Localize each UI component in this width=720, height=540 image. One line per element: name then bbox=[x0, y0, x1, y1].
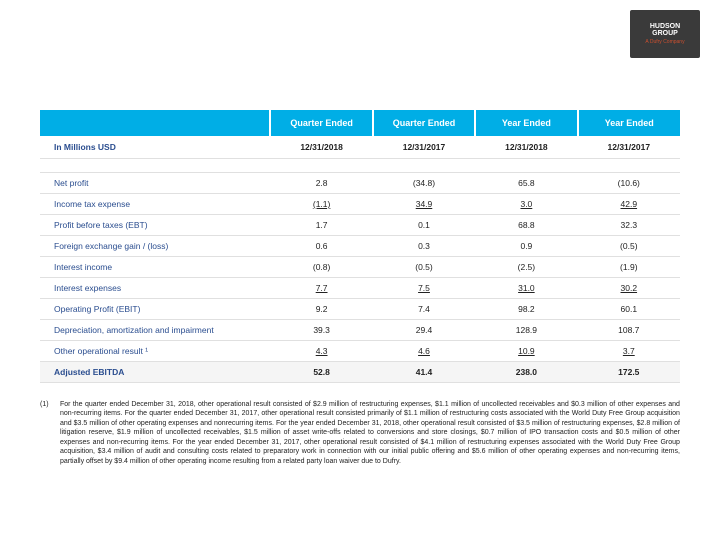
row-label: Interest expenses bbox=[40, 278, 270, 299]
subheader-3: 12/31/2018 bbox=[475, 136, 577, 159]
col-header-1: Quarter Ended bbox=[270, 110, 372, 136]
table-container: Quarter Ended Quarter Ended Year Ended Y… bbox=[40, 110, 680, 383]
row-value: (10.6) bbox=[578, 173, 680, 194]
row-value: 98.2 bbox=[475, 299, 577, 320]
table-row: Net profit2.8(34.8)65.8(10.6) bbox=[40, 173, 680, 194]
row-value: 3.7 bbox=[578, 341, 680, 362]
row-value: 52.8 bbox=[270, 362, 372, 383]
row-value: 0.3 bbox=[373, 236, 475, 257]
blank-row bbox=[40, 159, 680, 173]
row-value: 30.2 bbox=[578, 278, 680, 299]
row-label: Profit before taxes (EBT) bbox=[40, 215, 270, 236]
subheader-4: 12/31/2017 bbox=[578, 136, 680, 159]
row-value: 3.0 bbox=[475, 194, 577, 215]
row-value: 9.2 bbox=[270, 299, 372, 320]
row-value: 108.7 bbox=[578, 320, 680, 341]
row-value: 172.5 bbox=[578, 362, 680, 383]
row-value: (2.5) bbox=[475, 257, 577, 278]
subheader-1: 12/31/2018 bbox=[270, 136, 372, 159]
row-value: (1.9) bbox=[578, 257, 680, 278]
logo-line1: HUDSON bbox=[650, 23, 680, 30]
col-header-4: Year Ended bbox=[578, 110, 680, 136]
row-label: Interest income bbox=[40, 257, 270, 278]
table-row: Profit before taxes (EBT)1.70.168.832.3 bbox=[40, 215, 680, 236]
row-value: 34.9 bbox=[373, 194, 475, 215]
row-value: (1.1) bbox=[270, 194, 372, 215]
row-value: 7.5 bbox=[373, 278, 475, 299]
row-label: Operating Profit (EBIT) bbox=[40, 299, 270, 320]
footnote: (1) For the quarter ended December 31, 2… bbox=[40, 400, 680, 466]
row-value: 68.8 bbox=[475, 215, 577, 236]
row-value: 2.8 bbox=[270, 173, 372, 194]
table-body: In Millions USD 12/31/2018 12/31/2017 12… bbox=[40, 136, 680, 383]
row-value: 7.4 bbox=[373, 299, 475, 320]
row-value: (0.5) bbox=[578, 236, 680, 257]
subheader-0: In Millions USD bbox=[40, 136, 270, 159]
row-value: 39.3 bbox=[270, 320, 372, 341]
row-value: 60.1 bbox=[578, 299, 680, 320]
row-value: (34.8) bbox=[373, 173, 475, 194]
row-value: (0.5) bbox=[373, 257, 475, 278]
financial-table: Quarter Ended Quarter Ended Year Ended Y… bbox=[40, 110, 680, 383]
subheader-row: In Millions USD 12/31/2018 12/31/2017 12… bbox=[40, 136, 680, 159]
col-header-2: Quarter Ended bbox=[373, 110, 475, 136]
row-value: 32.3 bbox=[578, 215, 680, 236]
row-value: 65.8 bbox=[475, 173, 577, 194]
table-row: Interest income(0.8)(0.5)(2.5)(1.9) bbox=[40, 257, 680, 278]
row-value: 42.9 bbox=[578, 194, 680, 215]
row-label: Depreciation, amortization and impairmen… bbox=[40, 320, 270, 341]
footnote-num: (1) bbox=[40, 400, 58, 409]
row-value: 1.7 bbox=[270, 215, 372, 236]
row-value: 128.9 bbox=[475, 320, 577, 341]
row-value: 0.1 bbox=[373, 215, 475, 236]
row-value: 10.9 bbox=[475, 341, 577, 362]
row-value: 4.3 bbox=[270, 341, 372, 362]
row-value: 0.9 bbox=[475, 236, 577, 257]
table-row: Other operational result ¹4.34.610.93.7 bbox=[40, 341, 680, 362]
subheader-2: 12/31/2017 bbox=[373, 136, 475, 159]
row-label: Net profit bbox=[40, 173, 270, 194]
logo-subline: A Dufry Company bbox=[645, 40, 684, 46]
logo-text: HUDSON GROUP A Dufry Company bbox=[645, 23, 684, 46]
table-row: Operating Profit (EBIT)9.27.498.260.1 bbox=[40, 299, 680, 320]
row-value: 4.6 bbox=[373, 341, 475, 362]
table-row: Interest expenses7.77.531.030.2 bbox=[40, 278, 680, 299]
table-row: Income tax expense(1.1)34.93.042.9 bbox=[40, 194, 680, 215]
row-value: (0.8) bbox=[270, 257, 372, 278]
row-value: 0.6 bbox=[270, 236, 372, 257]
col-header-0 bbox=[40, 110, 270, 136]
row-value: 7.7 bbox=[270, 278, 372, 299]
row-value: 41.4 bbox=[373, 362, 475, 383]
logo-badge: HUDSON GROUP A Dufry Company bbox=[630, 10, 700, 58]
footnote-text: For the quarter ended December 31, 2018,… bbox=[60, 400, 680, 466]
header-row: Quarter Ended Quarter Ended Year Ended Y… bbox=[40, 110, 680, 136]
table-row: Adjusted EBITDA52.841.4238.0172.5 bbox=[40, 362, 680, 383]
row-label: Adjusted EBITDA bbox=[40, 362, 270, 383]
row-value: 29.4 bbox=[373, 320, 475, 341]
row-label: Foreign exchange gain / (loss) bbox=[40, 236, 270, 257]
logo-line2: GROUP bbox=[652, 30, 678, 37]
col-header-3: Year Ended bbox=[475, 110, 577, 136]
row-label: Income tax expense bbox=[40, 194, 270, 215]
table-row: Depreciation, amortization and impairmen… bbox=[40, 320, 680, 341]
row-value: 31.0 bbox=[475, 278, 577, 299]
row-value: 238.0 bbox=[475, 362, 577, 383]
table-row: Foreign exchange gain / (loss)0.60.30.9(… bbox=[40, 236, 680, 257]
row-label: Other operational result ¹ bbox=[40, 341, 270, 362]
